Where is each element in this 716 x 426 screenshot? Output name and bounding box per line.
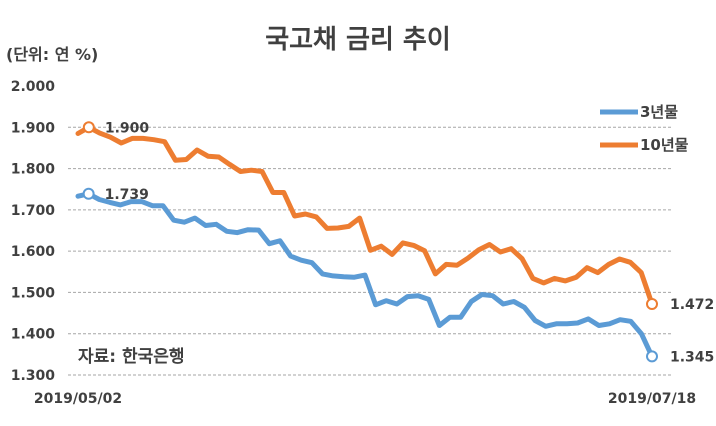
series-line-3y bbox=[75, 191, 655, 359]
chart-title: 국고채 금리 추이 bbox=[265, 25, 451, 55]
start-marker-3y bbox=[82, 187, 95, 200]
x-tick-start: 2019/05/02 bbox=[34, 391, 122, 407]
data-labels: 1.739 1.345 1.900 1.472 bbox=[105, 120, 715, 365]
legend: 3년물 10년물 bbox=[600, 103, 689, 154]
y-tick-label: 2.000 bbox=[11, 79, 56, 95]
end-value-label-3y: 1.345 bbox=[670, 349, 714, 365]
endpoint-markers bbox=[82, 121, 658, 363]
x-tick-end: 2019/07/18 bbox=[608, 391, 696, 407]
y-tick-label: 1.300 bbox=[11, 368, 56, 384]
start-value-label-10y: 1.900 bbox=[105, 120, 150, 136]
legend-label-3y: 3년물 bbox=[640, 103, 678, 121]
end-value-label-10y: 1.472 bbox=[670, 297, 714, 313]
end-marker-3y bbox=[646, 350, 658, 363]
y-tick-label: 1.900 bbox=[11, 120, 56, 136]
source-note: 자료: 한국은행 bbox=[78, 347, 185, 367]
series-lines bbox=[75, 124, 655, 359]
y-tick-label: 1.800 bbox=[11, 162, 56, 178]
end-marker-10y bbox=[646, 297, 658, 310]
start-value-label-3y: 1.739 bbox=[105, 187, 149, 203]
y-tick-label: 1.700 bbox=[11, 203, 56, 219]
unit-label: (단위: 연 %) bbox=[6, 45, 98, 64]
start-marker-10y bbox=[82, 121, 95, 134]
y-tick-label: 1.500 bbox=[11, 285, 56, 301]
y-axis-ticks: 2.000 1.900 1.800 1.700 1.600 1.500 1.400 1.300 bbox=[11, 79, 56, 384]
y-tick-label: 1.600 bbox=[11, 244, 56, 260]
y-tick-label: 1.400 bbox=[11, 327, 56, 343]
legend-label-10y: 10년물 bbox=[640, 136, 689, 154]
series-line-10y bbox=[75, 124, 655, 307]
